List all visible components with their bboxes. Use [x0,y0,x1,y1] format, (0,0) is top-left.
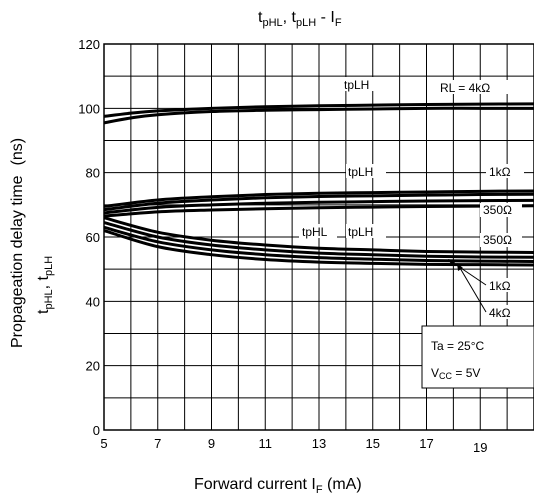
series-line [103,216,534,254]
annotation-tplh-mid: tpLH [348,165,373,179]
y-tick-label: 60 [86,230,100,245]
annotation-rl: RL = 4kΩ [440,81,490,95]
annotation-tplh-low: tpLH [348,225,373,239]
annotation-1k-lower: 1kΩ [489,279,511,293]
annotation-4k-lower: 4kΩ [489,306,511,320]
annotation-1k-upper: 1kΩ [489,165,511,179]
y-tick-label: 0 [93,423,100,438]
y-tick-label: 20 [86,359,100,374]
x-tick-label: 11 [259,436,273,451]
series-line [103,189,534,208]
series-line [103,192,534,212]
annotation-tphl: tpHL [302,225,328,239]
conditions-box [421,325,534,389]
y-tick-label: 40 [86,294,100,309]
x-tick-label: 13 [312,436,326,451]
annotation-tplh-top: tpLH [344,78,369,92]
y-tick-label: 80 [86,166,100,181]
x-axis-label: Forward current IF (mA) [194,476,362,496]
x-tick-label: 15 [366,436,380,451]
series-line [103,221,534,259]
plot-frame [103,43,534,431]
condition-vcc: VCC = 5V [431,366,480,381]
series-layer [103,102,534,267]
leader-4k-arrow [457,263,463,271]
y-tick-label: 100 [78,101,100,116]
x-tick-label: 17 [419,436,433,451]
y-axis-label-main: Propageation delay time [9,175,26,348]
y-tick-labels: 0 20 40 60 80 100 120 [78,37,100,438]
series-line [103,225,534,263]
x-tick-label: 7 [154,436,161,451]
annotation-350-lower: 350Ω [483,233,512,247]
series-line [103,106,534,125]
series-line [103,204,534,218]
y-axis-label: Propageation delay time (ns) tpHL, tpLH [9,138,55,348]
x-tick-label: 19 [473,440,487,455]
y-tick-label: 120 [78,37,100,52]
x-tick-labels: 5 7 9 11 13 15 17 19 [100,436,487,455]
condition-ta: Ta = 25°C [431,339,484,353]
chart-title: tpHL, tpLH - IF [258,9,342,29]
leader-1k-arrow [448,259,456,266]
series-line [103,102,534,118]
x-tick-label: 5 [100,436,107,451]
svg-text:Propageation delay time(ns): Propageation delay time (ns) [9,138,26,348]
series-line [103,229,534,267]
series-line [103,198,534,215]
svg-text:tpHL, tpLH: tpHL, tpLH [35,256,55,314]
y-axis-label-unit: (ns) [9,138,26,166]
leader-4k [459,267,487,313]
x-tick-label: 9 [208,436,215,451]
annotation-350-upper: 350Ω [483,203,512,217]
